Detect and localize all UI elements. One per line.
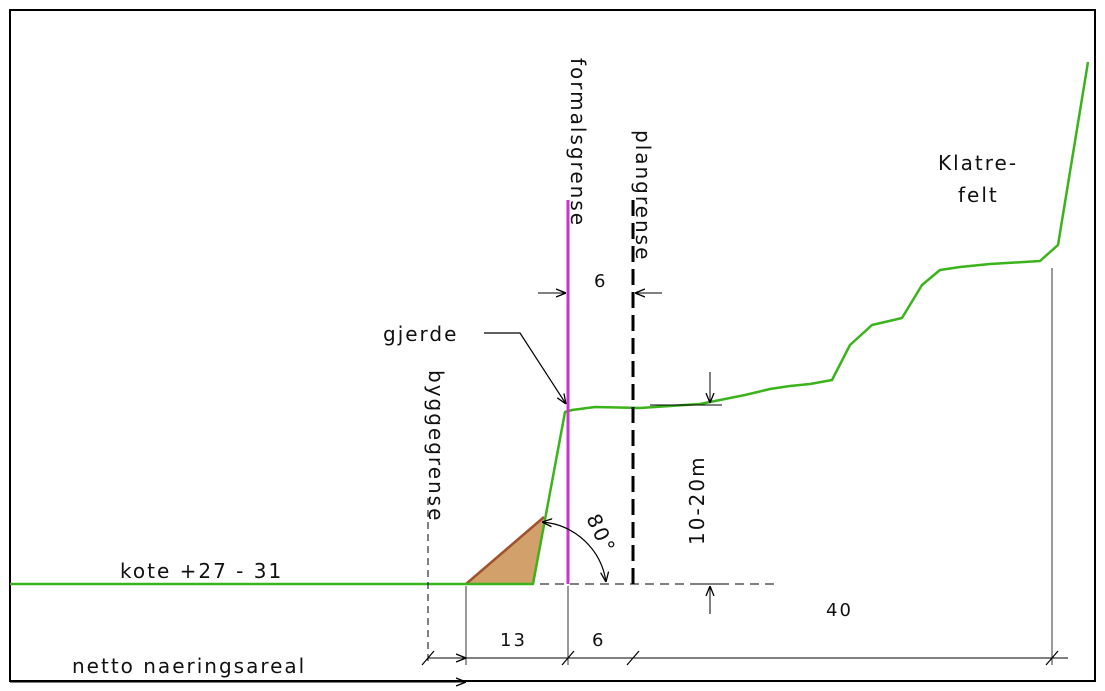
height-label: 10-20m	[685, 455, 709, 545]
klatrefelt-label-line1: Klatre-	[938, 151, 1018, 175]
terrain-line	[10, 61, 1090, 586]
dim-tick-428	[421, 650, 435, 666]
gjerde-label: gjerde	[383, 322, 458, 346]
fill-wedge-edge	[465, 516, 545, 585]
netto-label: netto naeringsareal	[72, 654, 306, 678]
plangrense-label: plangrense	[631, 130, 655, 261]
formalsgrense-label: formalsgrense	[566, 58, 590, 227]
byggegrense-label: byggegrense	[424, 370, 448, 522]
dim-tick-633	[626, 650, 640, 666]
klatrefelt-label-line2: felt	[958, 183, 999, 207]
drawing-border	[9, 9, 1096, 682]
angle-arc	[542, 522, 606, 582]
dim-6-bottom-text: 6	[592, 630, 605, 651]
dim-40-text: 40	[826, 600, 853, 621]
gjerde-leader	[484, 332, 566, 404]
dim-tick-1052	[1045, 650, 1059, 666]
dim-6-top-text: 6	[594, 271, 607, 292]
dim-13-text: 13	[500, 630, 527, 651]
angle-label: 80°	[581, 510, 620, 558]
dim-tick-568	[561, 650, 575, 666]
kote-label: kote +27 - 31	[120, 559, 283, 583]
